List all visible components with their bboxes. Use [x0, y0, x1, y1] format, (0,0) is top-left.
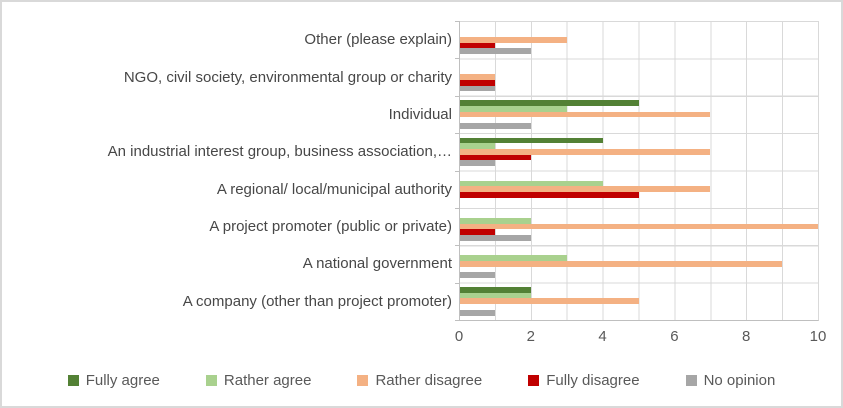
- bar-rather-disagree-row2: [460, 111, 711, 118]
- y-axis-tick: [455, 58, 460, 60]
- category-label-individual: Individual: [388, 105, 452, 123]
- legend-label: Fully disagree: [546, 371, 640, 389]
- bar-fully-agree-row3: [460, 137, 603, 144]
- legend-label: No opinion: [703, 371, 776, 389]
- plot-area: [459, 21, 819, 321]
- bar-no-opinion-row7: [460, 309, 495, 316]
- category-label-an-industrial-interest-group-b: An industrial interest group, business a…: [107, 143, 452, 161]
- bar-fully-agree-row2: [460, 100, 639, 106]
- bar-rather-agree-row5: [460, 218, 531, 224]
- bar-rather-agree-row2: [460, 105, 567, 112]
- y-axis-tick: [455, 245, 460, 247]
- bar-rather-disagree-row3: [460, 148, 711, 155]
- legend-item-rather-disagree: Rather disagree: [357, 372, 482, 389]
- legend-swatch-no-opinion: [685, 374, 697, 386]
- bar-no-opinion-row2: [460, 122, 531, 129]
- category-label-a-national-government: A national government: [302, 255, 452, 273]
- category-label-a-project-promoter-public-or-p: A project promoter (public or private): [209, 218, 452, 236]
- bar-no-opinion-row0: [460, 48, 531, 54]
- x-axis-tick-label-2: 2: [526, 328, 535, 345]
- legend-swatch-fully-disagree: [528, 374, 540, 386]
- bar-no-opinion-row1: [460, 85, 495, 92]
- bar-no-opinion-row3: [460, 160, 495, 167]
- bar-no-opinion-row5: [460, 235, 531, 241]
- y-axis-tick: [455, 170, 460, 172]
- y-axis-tick: [455, 282, 460, 284]
- bar-rather-agree-row7: [460, 292, 531, 299]
- bar-fully-disagree-row0: [460, 42, 495, 49]
- y-axis-tick: [455, 21, 460, 22]
- bar-fully-disagree-row3: [460, 154, 531, 161]
- bar-rather-disagree-row7: [460, 298, 639, 305]
- legend-swatch-rather-disagree: [357, 374, 369, 386]
- legend-item-no-opinion: No opinion: [685, 371, 776, 389]
- legend-swatch-rather-agree: [205, 374, 217, 386]
- legend-swatch-fully-agree: [67, 374, 79, 386]
- y-axis-tick: [455, 207, 460, 209]
- bar-fully-agree-row7: [460, 287, 531, 293]
- bar-fully-disagree-row1: [460, 79, 495, 86]
- bar-rather-agree-row4: [460, 180, 603, 187]
- y-axis-tick: [455, 95, 460, 97]
- y-axis-tick: [455, 133, 460, 135]
- bar-rather-disagree-row0: [460, 36, 567, 43]
- category-label-other-please-explain: Other (please explain): [304, 31, 452, 49]
- bar-no-opinion-row6: [460, 272, 495, 279]
- bar-rather-agree-row3: [460, 143, 495, 149]
- bar-fully-disagree-row4: [460, 192, 639, 198]
- category-label-ngo-civil-society-environmenta: NGO, civil society, environmental group …: [123, 68, 452, 86]
- x-axis-tick-label-0: 0: [454, 328, 464, 345]
- bar-rather-disagree-row1: [460, 74, 495, 80]
- x-axis-tick-label-4: 4: [598, 328, 607, 345]
- x-axis-tick-label-8: 8: [742, 328, 751, 345]
- legend-item-rather-agree: Rather agree: [205, 371, 312, 389]
- x-axis-tick-label-10: 10: [809, 328, 827, 345]
- category-label-a-company-other-than-project-p: A company (other than project promoter): [182, 292, 452, 310]
- x-axis-tick-label-6: 6: [670, 328, 679, 345]
- legend-label: Fully agree: [85, 371, 160, 389]
- legend-item-fully-disagree: Fully disagree: [528, 371, 640, 389]
- legend-label: Rather agree: [223, 371, 312, 389]
- bar-rather-disagree-row4: [460, 186, 711, 193]
- legend-item-fully-agree: Fully agree: [67, 371, 160, 389]
- legend: Fully agree Rather agree Rather disagree Fu…: [2, 367, 841, 393]
- bar-rather-disagree-row6: [460, 261, 783, 267]
- bar-fully-disagree-row5: [460, 229, 495, 236]
- category-label-a-regional-local-municipal-aut: A regional/ local/municipal authority: [216, 180, 452, 198]
- bar-rather-agree-row6: [460, 255, 567, 262]
- y-axis-tick: [455, 320, 460, 321]
- legend-label: Rather disagree: [375, 371, 483, 389]
- bar-rather-disagree-row5: [460, 223, 818, 230]
